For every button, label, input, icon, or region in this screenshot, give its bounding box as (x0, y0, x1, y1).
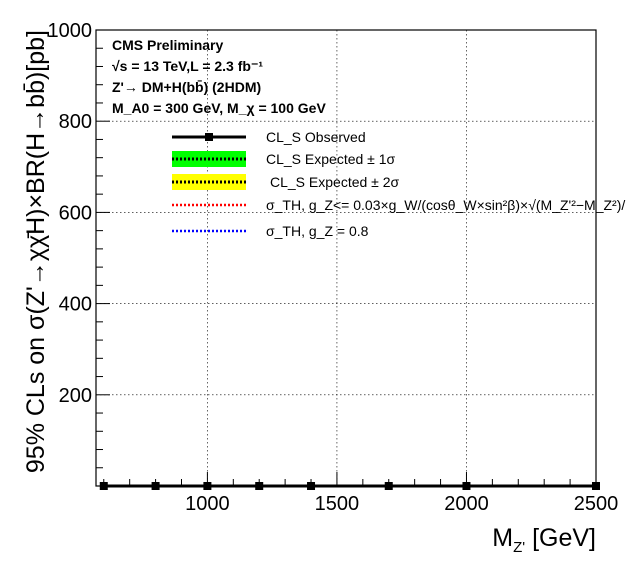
x-tick-label: 2000 (444, 493, 489, 515)
x-tick-label: 2500 (574, 493, 619, 515)
legend-observed-label: CL_S Observed (266, 129, 366, 145)
observed-point (255, 482, 263, 490)
observed-point (100, 482, 108, 490)
observed-point (462, 482, 470, 490)
y-tick-label: 600 (59, 202, 92, 224)
legend-theory-blue-label: σ_TH, g_Z = 0.8 (266, 223, 369, 239)
info-line-3: Z'→ DM+H(bb̄) (2HDM) (112, 78, 261, 95)
legend-expected1-label: CL_S Expected ± 1σ (266, 151, 396, 167)
legend-theory-red-label: σ_TH, g_Z<= 0.03×g_W/(cosθ_W×sin²β)×√(M_… (266, 197, 626, 213)
observed-point (307, 482, 315, 490)
info-line-2: √s = 13 TeV,L = 2.3 fb⁻¹ (112, 58, 263, 74)
observed-point (203, 482, 211, 490)
legend-expected2-label: CL_S Expected ± 2σ (270, 174, 400, 190)
info-line-1: CMS Preliminary (112, 37, 223, 53)
y-tick-label: 200 (59, 385, 92, 407)
y-tick-label: 1000 (48, 20, 93, 42)
info-line-4: M_A0 = 300 GeV, M_χ = 100 GeV (112, 100, 326, 116)
x-axis-title-sub: Z' (513, 539, 525, 556)
y-tick-label: 400 (59, 294, 92, 316)
y-tick-label: 800 (59, 111, 92, 133)
observed-point (385, 482, 393, 490)
x-tick-label: 1000 (185, 493, 230, 515)
y-axis-title: 95% CLs on σ(Z'→χχ̄H)×BR(H→bb̄)[pb] (22, 30, 50, 473)
observed-point (152, 482, 160, 490)
legend-observed-marker (205, 133, 213, 141)
x-axis-title: MZ' [GeV] (492, 524, 596, 556)
x-tick-label: 1500 (315, 493, 360, 515)
observed-point (592, 482, 600, 490)
